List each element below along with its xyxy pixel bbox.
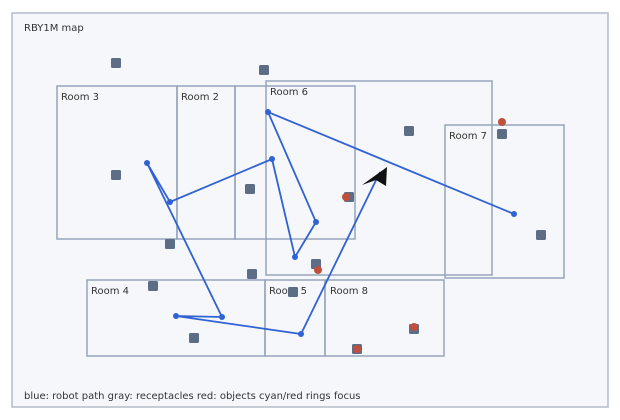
- room-label: Room 2: [181, 92, 219, 103]
- path-point: [511, 211, 517, 217]
- object: [498, 118, 506, 126]
- objects: [314, 118, 506, 353]
- receptacle: [288, 287, 298, 297]
- room-label: Room 7: [449, 131, 487, 142]
- object: [353, 345, 361, 353]
- path-point: [292, 254, 298, 260]
- receptacle: [404, 126, 414, 136]
- object: [342, 193, 350, 201]
- object: [314, 266, 322, 274]
- room: [265, 80, 493, 276]
- room-label: Room 6: [270, 87, 308, 98]
- room: [324, 279, 445, 357]
- receptacle: [111, 58, 121, 68]
- robot-heading: [362, 167, 387, 186]
- path-point: [265, 109, 271, 115]
- receptacle: [165, 239, 175, 249]
- map-title: RBY1M map: [24, 23, 84, 34]
- path-point: [298, 331, 304, 337]
- room-label: Room 3: [61, 92, 99, 103]
- path-point: [167, 199, 173, 205]
- object: [410, 323, 418, 331]
- room-label: Room 4: [91, 286, 129, 297]
- receptacle: [259, 65, 269, 75]
- receptacle: [247, 269, 257, 279]
- receptacle: [189, 333, 199, 343]
- room-label: Room 8: [330, 286, 368, 297]
- receptacle: [536, 230, 546, 240]
- receptacle: [497, 129, 507, 139]
- receptacle: [148, 281, 158, 291]
- path-point: [269, 156, 275, 162]
- path-point: [219, 314, 225, 320]
- receptacle: [245, 184, 255, 194]
- robot-path: [144, 109, 517, 337]
- path-point: [144, 160, 150, 166]
- receptacle: [111, 170, 121, 180]
- path-point: [173, 313, 179, 319]
- room: [234, 85, 356, 240]
- legend: blue: robot path gray: receptacles red: …: [24, 391, 361, 402]
- path-point: [313, 219, 319, 225]
